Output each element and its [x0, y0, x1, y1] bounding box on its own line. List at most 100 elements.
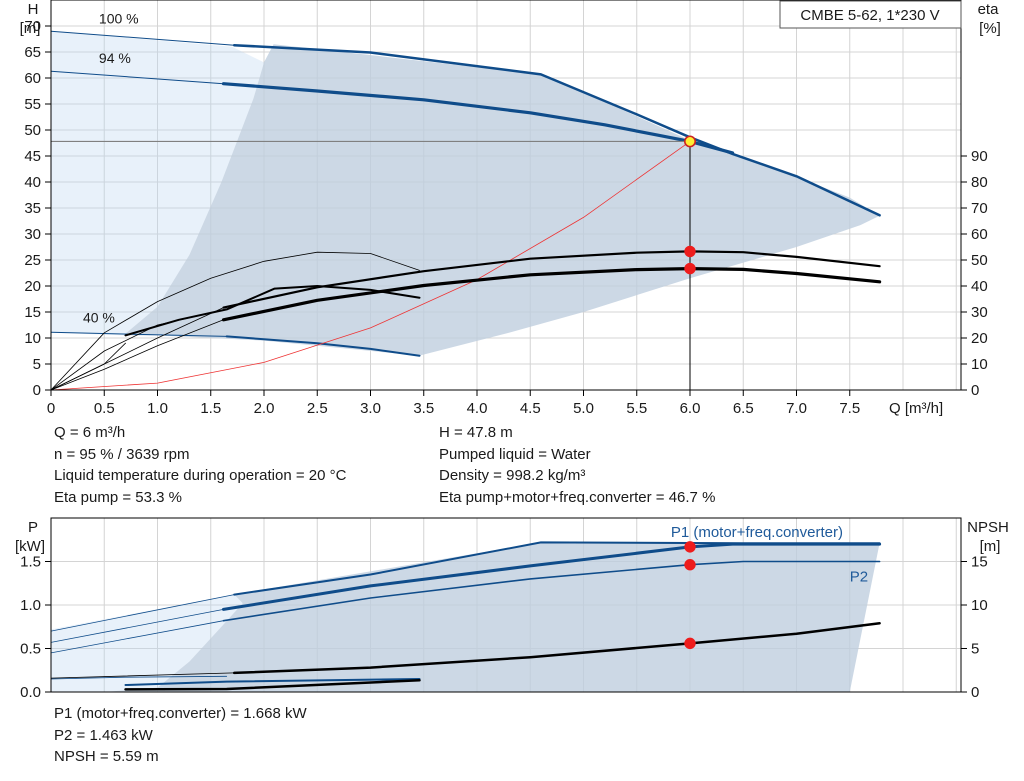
flow-value: Q = 6 m³/h — [54, 424, 126, 441]
y-axis-label: H — [28, 1, 39, 18]
y2-axis-unit: [%] — [979, 20, 1001, 37]
series-p2 — [222, 560, 881, 622]
plot-frame — [50, 0, 962, 391]
head-value: H = 47.8 m — [439, 424, 513, 441]
power-npsh-chart: 0.0 0.5 1.0 1.5 0 5 10 15 P [kW] NPSH [m] P1 (motor+… — [15, 517, 1009, 701]
x-tick-label: 4.5 — [520, 400, 541, 417]
x-tick-label: 1.5 — [200, 400, 221, 417]
speed-value: n = 95 % / 3639 rpm — [54, 445, 190, 463]
y-tick-label: 65 — [24, 44, 41, 61]
y-tick-label: 20 — [24, 278, 41, 295]
y-axis-unit: [kW] — [15, 538, 45, 555]
operating-point-marker — [684, 637, 696, 650]
operating-point-marker — [684, 262, 696, 275]
series-eta-100-thin — [51, 251, 420, 390]
y-tick-label: 50 — [24, 122, 41, 139]
pumped-liquid-value: Pumped liquid = Water — [439, 445, 591, 463]
series-eta-total — [221, 267, 882, 322]
series-p-40- — [124, 678, 421, 686]
operating-point-marker — [683, 135, 696, 148]
x-tick-label: 3.5 — [413, 400, 434, 417]
y2-tick-label: 10 — [971, 597, 988, 614]
speed-label: 100 % — [99, 10, 139, 26]
y-tick-label: 35 — [24, 200, 41, 217]
title-box: CMBE 5-62, 1*230 V — [779, 0, 962, 29]
series-qh-40- — [225, 335, 421, 357]
x-tick-label: 5.5 — [626, 400, 647, 417]
x-tick-label: 6.0 — [680, 400, 701, 417]
x-tick-label: 7.0 — [786, 400, 807, 417]
y2-tick-label: 15 — [971, 554, 988, 571]
right-axis: 0 10 20 30 40 50 60 70 80 90 — [961, 148, 988, 399]
x-tick-label: 4.0 — [467, 400, 488, 417]
operating-range — [51, 542, 880, 692]
chart-title: CMBE 5-62, 1*230 V — [800, 7, 939, 24]
y2-tick-label: 20 — [971, 330, 988, 347]
y-axis-unit: [m] — [20, 20, 41, 37]
operating-point-marker — [684, 541, 696, 553]
series-eta-pump-100- — [222, 250, 881, 309]
extended-range-area — [51, 31, 264, 336]
y2-tick-label: 0 — [971, 684, 979, 701]
x-tick-label: 0.5 — [94, 400, 115, 417]
series-label: P2 — [850, 569, 868, 586]
y-tick-label: 60 — [24, 70, 41, 87]
y2-tick-label: 70 — [971, 200, 988, 217]
y-tick-label: 1.0 — [20, 597, 41, 614]
info-bottom: P1 (motor+freq.converter) = 1.668 kW P2 … — [54, 703, 307, 768]
extended-range-area — [51, 594, 243, 692]
p2-value: P2 = 1.463 kW — [54, 726, 153, 744]
liquid-temp-value: Liquid temperature during operation = 20… — [54, 467, 347, 484]
y2-tick-label: 0 — [971, 382, 979, 399]
npsh-value: NPSH = 5.59 m — [54, 748, 159, 765]
y2-tick-label: 80 — [971, 174, 988, 191]
operating-point-marker — [684, 245, 696, 258]
y-axis-label: P — [28, 519, 38, 536]
series-npsh-40- — [124, 679, 421, 691]
y2-tick-label: 5 — [971, 641, 979, 658]
y2-axis-label: NPSH — [967, 519, 1009, 536]
speed-label: 94 % — [99, 50, 131, 66]
qh-chart: 0 5 10 15 20 25 30 35 40 45 50 55 60 65 70 0 10 20 30 40 50 6… — [20, 0, 1001, 417]
right-axis: 0 5 10 15 — [961, 554, 988, 701]
x-axis-label: Q [m³/h] — [889, 400, 943, 417]
speed-label: 40 % — [83, 309, 115, 325]
series-p2-ext — [51, 620, 224, 654]
series — [51, 541, 882, 691]
series-p1-100-ext — [51, 594, 235, 632]
series-npsh-ext — [51, 672, 235, 679]
series-eta-pump-100-ext — [51, 307, 224, 390]
x-axis: 0 0.5 1.0 1.5 2.0 2.5 3.0 3.5 4.0 4.5 5.0 5.5 6.0 6.5… — [47, 390, 943, 417]
x-tick-label: 2.0 — [254, 400, 275, 417]
y-tick-label: 45 — [24, 148, 41, 165]
y-tick-label: 25 — [24, 252, 41, 269]
operating-range — [51, 31, 880, 356]
series-p1-motor-freq-converter- — [222, 542, 882, 611]
y-tick-label: 0.0 — [20, 684, 41, 701]
series-p1-ext — [51, 609, 224, 643]
series-qh-94-ext — [51, 70, 224, 85]
y-tick-label: 30 — [24, 226, 41, 243]
x-tick-label: 5.0 — [573, 400, 594, 417]
y-tick-label: 5 — [33, 356, 41, 373]
y2-axis-unit: [m] — [980, 538, 1001, 555]
y2-tick-label: 10 — [971, 356, 988, 373]
operating-point-marker — [684, 559, 696, 571]
y-tick-label: 0 — [33, 382, 41, 399]
y2-tick-label: 50 — [971, 252, 988, 269]
left-axis: 0 5 10 15 20 25 30 35 40 45 50 55 60 65 70 — [24, 18, 51, 399]
series-system-curve — [51, 141, 691, 390]
operating-range-area — [104, 542, 880, 692]
series-npsh — [232, 622, 881, 675]
y-tick-label: 10 — [24, 330, 41, 347]
y2-tick-label: 90 — [971, 148, 988, 165]
density-value: Density = 998.2 kg/m³ — [439, 467, 586, 484]
x-tick-label: 3.0 — [360, 400, 381, 417]
info-right: H = 47.8 m Pumped liquid = Water Density… — [439, 422, 715, 508]
x-tick-label: 2.5 — [307, 400, 328, 417]
series-qh-100- — [232, 43, 881, 217]
y-tick-label: 55 — [24, 96, 41, 113]
y-tick-label: 1.5 — [20, 554, 41, 571]
y2-tick-label: 60 — [971, 226, 988, 243]
